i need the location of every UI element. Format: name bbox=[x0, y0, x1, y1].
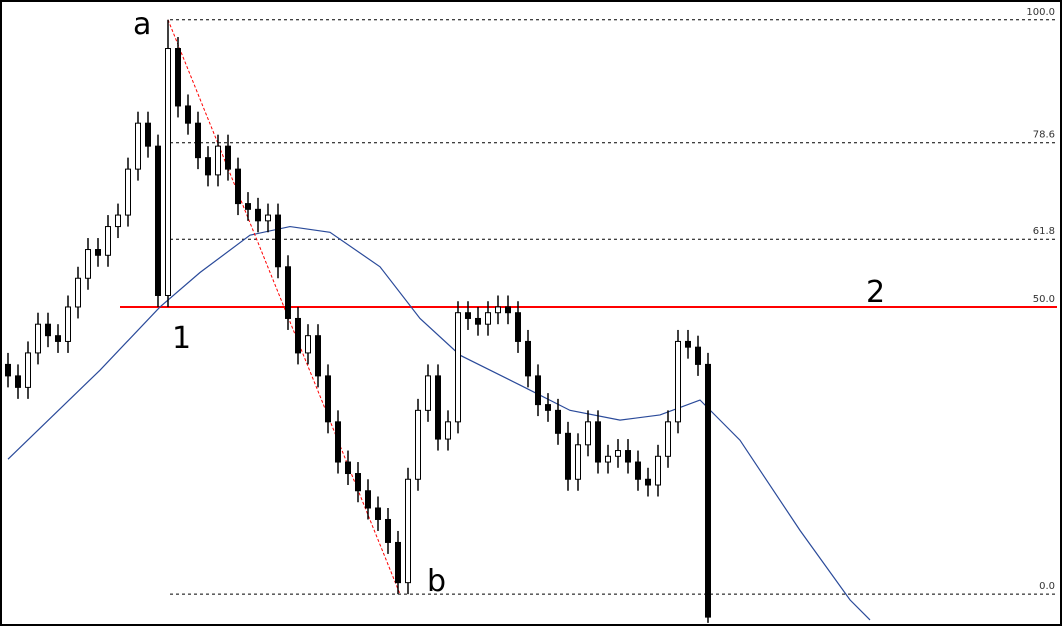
candle-body bbox=[575, 444, 581, 480]
candle-body bbox=[555, 409, 561, 434]
candle-body bbox=[365, 490, 371, 509]
candle-body bbox=[5, 363, 11, 377]
candle-body bbox=[175, 48, 181, 107]
candle-body bbox=[25, 352, 31, 388]
candle-body bbox=[485, 312, 491, 325]
candle-body bbox=[425, 375, 431, 411]
annotation: a bbox=[133, 7, 151, 42]
candle-body bbox=[285, 266, 291, 319]
candle-body bbox=[225, 145, 231, 170]
candle-body bbox=[465, 312, 471, 319]
candle-body bbox=[35, 323, 41, 354]
candle-body bbox=[455, 312, 461, 423]
candle-body bbox=[215, 145, 221, 176]
candle-body bbox=[585, 421, 591, 446]
level-label: 78.6 bbox=[1033, 130, 1055, 141]
plot: 100.0 78.6 61.8 50.0 0.0 bbox=[5, 7, 1057, 623]
candle-body bbox=[675, 340, 681, 423]
candle-body bbox=[125, 168, 131, 216]
candle-body bbox=[705, 363, 711, 618]
candle-body bbox=[15, 375, 21, 388]
level-label: 100.0 bbox=[1026, 7, 1055, 18]
candle-body bbox=[255, 208, 261, 222]
candle-body bbox=[495, 306, 501, 314]
candle-body bbox=[45, 323, 51, 337]
candle-body bbox=[145, 122, 151, 147]
candle-body bbox=[625, 450, 631, 463]
candle-body bbox=[85, 249, 91, 279]
candle-body bbox=[265, 214, 271, 222]
candle-body bbox=[195, 122, 201, 159]
candle-body bbox=[335, 421, 341, 463]
candle-body bbox=[395, 541, 401, 584]
candle-body bbox=[415, 409, 421, 480]
annotation: b bbox=[427, 564, 446, 599]
candle-body bbox=[155, 145, 161, 296]
annotation: 1 bbox=[172, 321, 191, 356]
candle-body bbox=[55, 335, 61, 342]
candle-body bbox=[605, 455, 611, 463]
candle-body bbox=[115, 214, 121, 228]
candle-body bbox=[525, 340, 531, 377]
candle-body bbox=[245, 203, 251, 210]
candle-body bbox=[505, 306, 511, 314]
candle-body bbox=[515, 312, 521, 342]
candle-body bbox=[385, 518, 391, 543]
candle-body bbox=[75, 277, 81, 308]
candle-body bbox=[105, 226, 111, 256]
candle-body bbox=[535, 375, 541, 406]
candle-body bbox=[695, 346, 701, 365]
candle-body bbox=[645, 478, 651, 486]
candle-body bbox=[565, 432, 571, 480]
candle-body bbox=[405, 478, 411, 584]
candle-body bbox=[685, 340, 691, 348]
candle-body bbox=[135, 122, 141, 170]
candle-body bbox=[185, 105, 191, 124]
level-label: 50.0 bbox=[1033, 294, 1055, 305]
candle-body bbox=[235, 168, 241, 205]
level-label: 61.8 bbox=[1033, 226, 1055, 237]
candle-body bbox=[445, 421, 451, 440]
candle-body bbox=[355, 473, 361, 492]
candle-body bbox=[545, 404, 551, 411]
candle-body bbox=[295, 317, 301, 354]
candle-body bbox=[655, 455, 661, 486]
candle-body bbox=[595, 421, 601, 463]
candle-body bbox=[375, 507, 381, 520]
candle-body bbox=[95, 249, 101, 256]
candle-body bbox=[435, 375, 441, 440]
candle-body bbox=[635, 461, 641, 480]
level-label: 0.0 bbox=[1039, 581, 1055, 592]
candle-body bbox=[325, 375, 331, 423]
trend-line bbox=[167, 19, 401, 595]
candle-body bbox=[345, 461, 351, 475]
annotation: 2 bbox=[866, 275, 885, 310]
candle-body bbox=[615, 450, 621, 457]
candle-body bbox=[315, 335, 321, 377]
candle-body bbox=[205, 157, 211, 176]
candle-body bbox=[665, 421, 671, 457]
candle-body bbox=[475, 317, 481, 325]
candle-body bbox=[165, 48, 171, 296]
candle-body bbox=[275, 214, 281, 268]
candle-body bbox=[305, 335, 311, 354]
candle-body bbox=[65, 306, 71, 342]
